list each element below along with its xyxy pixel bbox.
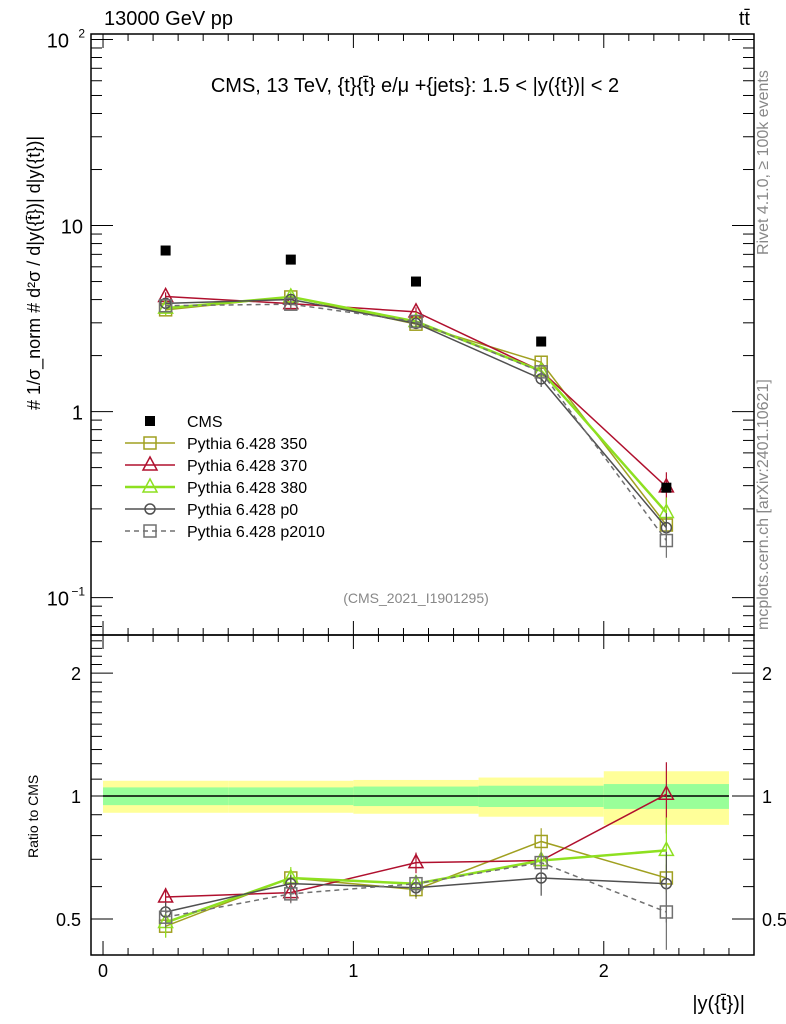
ratio-y-tick-label-left: 2 [71, 664, 81, 684]
y-tick-label-exponent: −1 [71, 585, 85, 599]
y-tick-label: 10 [47, 589, 69, 611]
x-tick-label: 1 [348, 961, 358, 981]
cms-data-point [160, 245, 171, 256]
legend-marker [143, 524, 157, 538]
x-axis-label: |y({t̄})| [692, 993, 745, 1015]
analysis-id: (CMS_2021_I1901295) [343, 590, 489, 606]
ratio-y-tick-label-right: 1 [762, 787, 772, 807]
data-point-main [534, 365, 548, 379]
legend-marker [143, 436, 157, 450]
header-right: tt̄ [739, 8, 751, 30]
y-tick-label-exponent: 2 [78, 26, 85, 40]
ratio-plot-frame [90, 634, 755, 956]
data-point-ratio [409, 876, 423, 891]
cms-data-point [661, 482, 672, 493]
data-point-ratio [534, 855, 548, 870]
legend-label: Pythia 6.428 380 [187, 480, 307, 497]
ratio-y-tick-label-right: 2 [762, 664, 772, 684]
data-point-ratio [659, 905, 674, 919]
mcplots-label: mcplots.cern.ch [arXiv:2401.10621] [755, 379, 772, 630]
legend-label: Pythia 6.428 370 [187, 458, 307, 475]
cms-data-point [536, 336, 547, 347]
data-point-ratio [284, 887, 298, 901]
x-tick-label: 2 [599, 961, 609, 981]
data-point-main [659, 533, 674, 548]
data-point-main [158, 298, 173, 313]
ratio-y-tick-label-left: 1 [71, 787, 81, 807]
cms-data-point [410, 276, 421, 287]
series-line-main [165, 303, 667, 541]
data-point-main [407, 302, 425, 318]
y-tick-label: 10 [47, 30, 69, 52]
x-tick-label: 0 [98, 961, 108, 981]
legend-label: Pythia 6.428 p0 [187, 502, 298, 519]
rivet-label: Rivet 4.1.0, ≥ 100k events [755, 70, 772, 255]
legend-label: CMS [187, 414, 223, 431]
header-left: 13000 GeV pp [104, 8, 233, 30]
legend-label: Pythia 6.428 350 [187, 436, 307, 453]
plot-title: CMS, 13 TeV, {t}{t̄} e/μ +{jets}: 1.5 < … [211, 75, 619, 97]
cms-data-point [285, 254, 296, 265]
data-point-ratio [407, 853, 425, 869]
legend-marker [144, 503, 156, 515]
y-tick-label: 1 [72, 403, 83, 425]
data-point-main [409, 314, 423, 329]
legend-marker [141, 455, 159, 471]
main-plot-frame [90, 33, 755, 636]
data-point-ratio [534, 834, 548, 849]
data-point-ratio [158, 910, 173, 924]
legend: Pythia 6.428 350 Pythia 6.428 370 Pythia 6… [125, 414, 325, 541]
legend-label: Pythia 6.428 p2010 [187, 524, 325, 541]
legend-marker [145, 416, 155, 426]
ratio-y-tick-label-left: 0.5 [56, 910, 81, 930]
data-point-ratio [157, 887, 174, 903]
data-point-ratio [658, 784, 675, 801]
y-tick-label: 10 [61, 217, 83, 239]
ratio-y-axis-label: Ratio to CMS [25, 775, 41, 858]
data-point-main [284, 297, 298, 311]
ratio-y-tick-label-right: 0.5 [762, 910, 786, 930]
legend-marker [141, 477, 159, 493]
y-axis-label: # 1/σ_norm # d²σ / d|y({t̄})| d|y({t})| [24, 136, 45, 410]
